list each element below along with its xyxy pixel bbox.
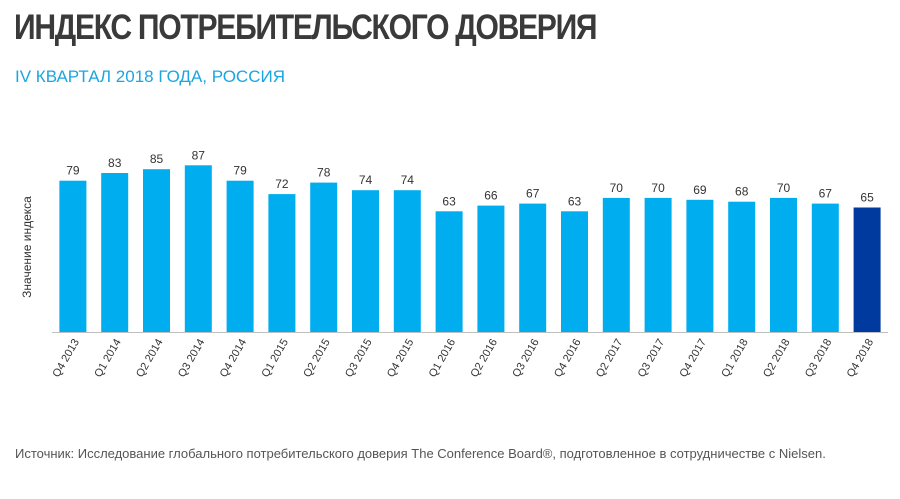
bar-q2-2016 xyxy=(477,205,505,332)
value-labels-group: 79 83 85 87 79 72 78 74 74 63 66 67 63 70 70 69 68 70 67 65 xyxy=(66,148,874,208)
value-label: 74 xyxy=(359,173,373,187)
value-label: 70 xyxy=(651,181,665,195)
x-tick-label: Q3 2017 xyxy=(636,337,667,380)
value-label: 83 xyxy=(108,156,122,170)
value-label: 70 xyxy=(777,181,791,195)
bar-q1-2016 xyxy=(435,211,463,332)
value-label: 63 xyxy=(442,194,456,208)
bar-chart: 79 83 85 87 79 72 78 74 74 63 66 67 63 70 70 69 68 70 67 65… xyxy=(20,148,888,380)
value-label: 70 xyxy=(610,181,624,195)
chart-title: ИНДЕКС ПОТРЕБИТЕЛЬСКОГО ДОВЕРИЯ xyxy=(14,8,598,47)
value-label: 67 xyxy=(526,187,540,201)
bar-q3-2015 xyxy=(352,190,379,332)
x-tick-label: Q4 2017 xyxy=(678,337,709,380)
chart-subtitle: IV КВАРТАЛ 2018 ГОДА, РОССИЯ xyxy=(15,67,285,86)
value-label: 65 xyxy=(860,191,874,205)
bar-q4-2016 xyxy=(561,211,588,332)
value-label: 72 xyxy=(275,177,289,191)
bar-q2-2017 xyxy=(602,197,630,332)
value-label: 63 xyxy=(568,194,582,208)
value-label: 68 xyxy=(735,185,749,199)
x-tick-label: Q3 2016 xyxy=(510,337,541,380)
x-tick-label: Q1 2015 xyxy=(260,337,291,380)
bar-q1-2015 xyxy=(268,194,296,332)
value-label: 67 xyxy=(819,187,833,201)
x-tick-label: Q1 2016 xyxy=(427,337,458,380)
x-tick-label: Q3 2015 xyxy=(343,337,374,380)
bar-q4-2015 xyxy=(393,190,421,332)
value-label: 85 xyxy=(150,152,164,166)
x-tick-label: Q4 2015 xyxy=(385,337,416,380)
bar-q3-2016 xyxy=(519,203,547,332)
value-label: 79 xyxy=(66,164,80,178)
x-tick-label: Q3 2018 xyxy=(803,337,834,380)
x-tick-label: Q2 2015 xyxy=(301,337,332,380)
x-tick-label: Q1 2014 xyxy=(92,337,123,380)
bar-q3-2014 xyxy=(184,165,212,332)
x-tick-label: Q2 2018 xyxy=(761,337,792,380)
x-tick-label: Q3 2014 xyxy=(176,337,207,380)
bar-q3-2018 xyxy=(811,203,839,332)
bar-q3-2017 xyxy=(644,197,672,332)
x-tick-label: Q4 2013 xyxy=(51,337,82,380)
x-tick-labels-group: Q4 2013 Q1 2014 Q2 2014 Q3 2014 Q4 2014 Q1 20… xyxy=(51,337,877,380)
x-tick-label: Q2 2014 xyxy=(134,337,165,380)
x-tick-label: Q2 2016 xyxy=(469,337,500,380)
bar-q2-2014 xyxy=(143,169,170,332)
source-note: Источник: Исследование глобального потре… xyxy=(15,446,826,461)
bars-group xyxy=(59,165,881,332)
x-tick-label: Q4 2018 xyxy=(845,337,876,380)
x-tick-label: Q4 2014 xyxy=(218,337,249,380)
bar-q2-2018 xyxy=(770,197,797,332)
value-label: 69 xyxy=(693,183,707,197)
bar-q1-2018 xyxy=(728,201,756,332)
x-tick-label: Q4 2016 xyxy=(552,337,583,380)
bar-q4-2013 xyxy=(59,180,87,332)
y-axis-label: Значение индекса xyxy=(20,196,34,298)
x-tick-label: Q1 2018 xyxy=(719,337,750,380)
value-label: 66 xyxy=(484,189,498,203)
bar-q2-2015 xyxy=(310,182,338,332)
x-tick-label: Q2 2017 xyxy=(594,337,625,380)
bar-q4-2018 xyxy=(853,207,881,332)
value-label: 78 xyxy=(317,166,331,180)
value-label: 79 xyxy=(233,164,247,178)
value-label: 87 xyxy=(192,148,206,162)
bar-q4-2014 xyxy=(226,180,254,332)
value-label: 74 xyxy=(401,173,415,187)
bar-q4-2017 xyxy=(686,199,714,332)
bar-q1-2014 xyxy=(101,173,129,332)
